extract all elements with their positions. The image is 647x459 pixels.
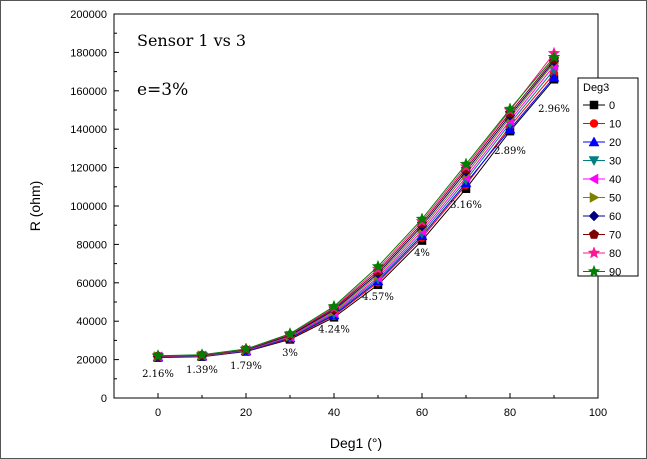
annotation-label: 4% xyxy=(414,248,430,259)
legend-box xyxy=(577,77,639,277)
x-tick-label: 20 xyxy=(240,407,252,419)
y-tick-label: 200000 xyxy=(70,9,107,21)
legend: Deg3 0 10 20 30 40 50 60 70 80 90 xyxy=(577,77,639,279)
legend-item-30: 30 xyxy=(583,156,621,168)
annotation-label: 4.57% xyxy=(362,292,394,303)
legend-marker xyxy=(589,192,600,203)
legend-item-20: 20 xyxy=(583,136,621,149)
annotation-label: 3.16% xyxy=(450,200,482,211)
legend-item-60: 60 xyxy=(583,210,621,223)
legend-label: 10 xyxy=(609,119,621,131)
legend-item-70: 70 xyxy=(583,229,621,242)
chart-title: Sensor 1 vs 3 xyxy=(137,31,246,50)
series-90 xyxy=(151,50,561,362)
annotation-label: 3% xyxy=(282,348,298,359)
data-point xyxy=(283,326,297,340)
data-point xyxy=(151,349,165,362)
x-tick-label: 40 xyxy=(328,407,340,419)
y-tick-label: 140000 xyxy=(70,124,107,136)
legend-title: Deg3 xyxy=(583,82,609,94)
legend-marker xyxy=(589,100,599,110)
legend-marker xyxy=(588,173,599,185)
legend-item-40: 40 xyxy=(583,173,621,186)
y-axis: 0 20000 40000 60000 80000 100000 120000 140000 1… xyxy=(70,9,119,405)
annotation-label: 2.16% xyxy=(142,369,174,380)
legend-label: 30 xyxy=(609,156,621,168)
legend-label: 90 xyxy=(609,267,621,279)
data-point xyxy=(503,102,517,115)
data-point xyxy=(459,157,473,170)
annotation-layer: 2.16% 1.39% 1.79% 3% 4.24% 4.57% 4% 3.16% 2.89% 2… xyxy=(142,104,570,380)
series-layer xyxy=(151,46,561,363)
y-tick-label: 80000 xyxy=(76,239,107,251)
annotation-label: 4.24% xyxy=(318,325,350,336)
data-point xyxy=(327,299,341,312)
data-point xyxy=(195,348,209,361)
legend-marker xyxy=(588,229,600,239)
legend-label: 0 xyxy=(609,100,615,112)
legend-marker xyxy=(588,156,600,167)
x-axis: 0 20 40 60 80 100 xyxy=(113,393,607,419)
data-point xyxy=(371,259,385,272)
annotation-label: 2.96% xyxy=(538,104,570,115)
y-tick-label: 60000 xyxy=(76,278,107,290)
legend-item-50: 50 xyxy=(583,192,621,205)
legend-marker xyxy=(587,264,601,277)
data-point xyxy=(547,50,561,63)
data-point xyxy=(239,342,253,355)
x-tick-label: 60 xyxy=(416,407,428,419)
legend-item-10: 10 xyxy=(583,119,621,131)
annotation-label: 1.39% xyxy=(186,365,218,376)
y-tick-label: 0 xyxy=(101,393,107,405)
x-tick-label: 0 xyxy=(155,407,161,419)
y-tick-label: 40000 xyxy=(76,316,107,328)
y-tick-label: 100000 xyxy=(70,201,107,213)
y-tick-label: 180000 xyxy=(70,47,107,59)
legend-marker xyxy=(589,119,599,128)
annotation-label: 1.79% xyxy=(230,361,262,372)
legend-label: 20 xyxy=(609,137,621,149)
legend-item-90: 90 xyxy=(583,264,621,279)
legend-label: 70 xyxy=(609,230,621,242)
legend-label: 80 xyxy=(609,248,621,260)
legend-item-0: 0 xyxy=(583,100,615,112)
data-point xyxy=(415,212,429,225)
legend-marker xyxy=(588,210,600,222)
chart-subtitle: e=3% xyxy=(137,80,188,100)
x-axis-title: Deg1 (°) xyxy=(330,435,382,451)
legend-label: 60 xyxy=(609,211,621,223)
legend-item-80: 80 xyxy=(583,246,621,260)
x-tick-label: 100 xyxy=(589,407,607,419)
y-tick-label: 20000 xyxy=(76,355,107,367)
series-line xyxy=(157,56,555,357)
data-point xyxy=(548,71,560,82)
legend-label: 40 xyxy=(609,174,621,186)
x-tick-label: 80 xyxy=(504,407,516,419)
y-tick-label: 160000 xyxy=(70,86,107,98)
legend-label: 50 xyxy=(609,193,621,205)
legend-marker xyxy=(588,136,600,147)
legend-items: 0 10 20 30 40 50 60 70 80 90 xyxy=(583,100,621,279)
annotation-label: 2.89% xyxy=(494,146,526,157)
y-axis-title: R (ohm) xyxy=(27,181,43,232)
y-tick-label: 120000 xyxy=(70,163,107,175)
legend-marker xyxy=(587,246,601,259)
